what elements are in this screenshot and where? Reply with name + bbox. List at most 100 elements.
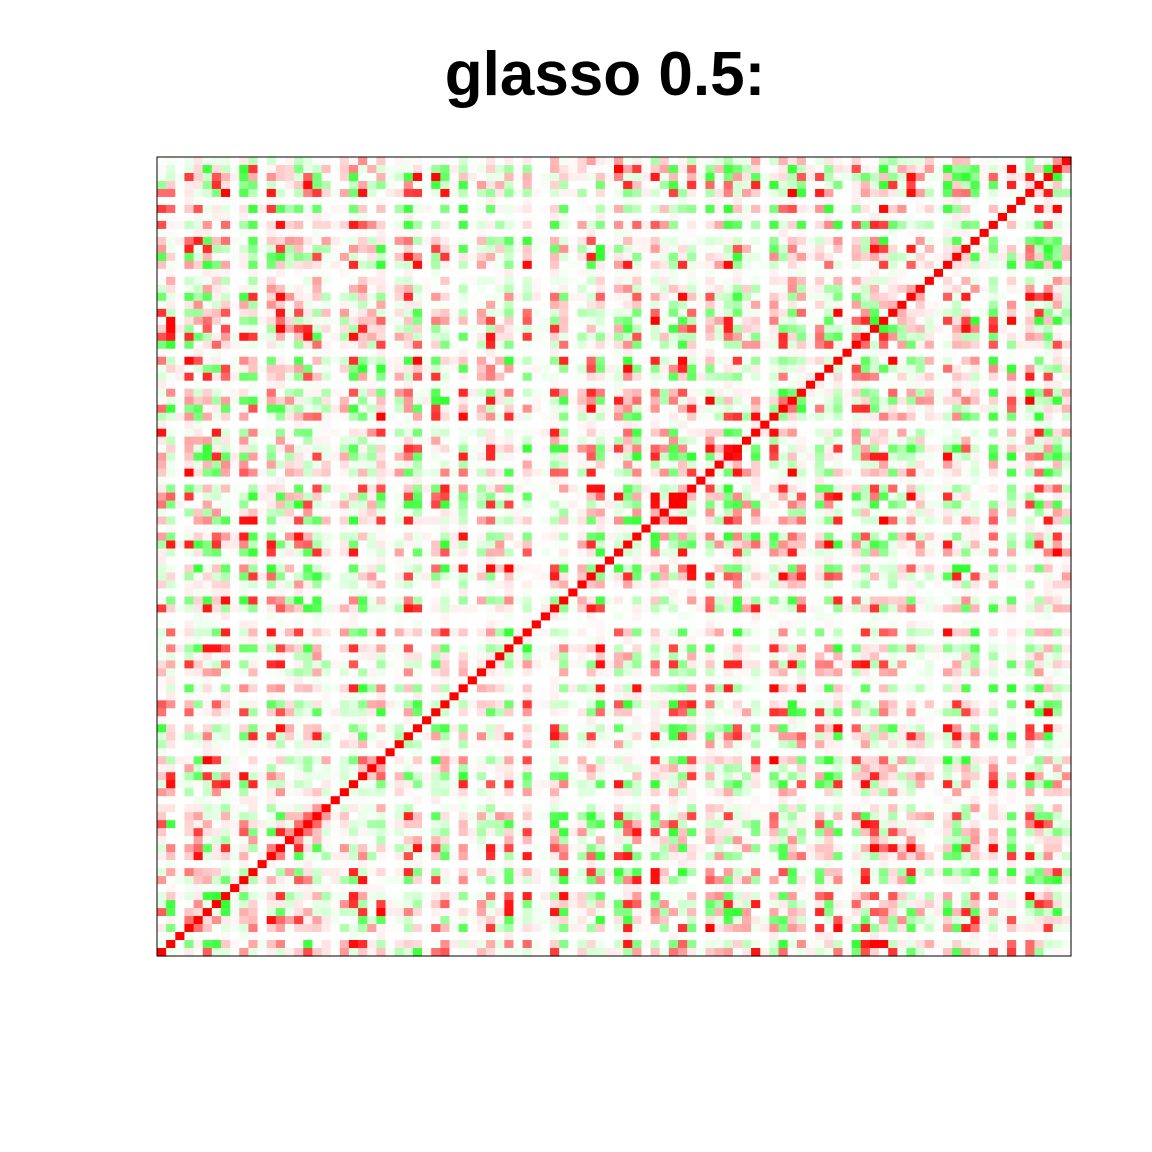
heatmap-cell [979,204,990,214]
heatmap-cell [760,372,770,382]
heatmap-cell [815,252,825,262]
heatmap-cell [659,268,670,278]
heatmap-cell [339,356,350,366]
heatmap-cell [412,196,423,206]
heatmap-cell [933,268,944,278]
heatmap-cell [869,308,880,318]
heatmap-cell [284,340,295,350]
heatmap-cell [805,396,816,406]
heatmap-cell [970,404,981,414]
heatmap-cell [842,180,853,190]
heatmap-cell [202,236,213,246]
heatmap-cell [550,476,560,486]
heatmap-cell [175,468,186,478]
heatmap-cell [751,172,761,182]
heatmap-cell [486,220,496,230]
heatmap-cell [303,164,313,174]
heatmap-cell [166,388,176,398]
heatmap-cell [303,236,313,246]
heatmap-cell [714,316,725,326]
heatmap-cell [476,324,487,334]
heatmap-cell [275,364,286,374]
heatmap-cell [321,204,332,214]
heatmap-cell [394,412,405,422]
heatmap-cell [220,516,231,526]
heatmap-cell [230,244,240,254]
heatmap-cell [577,484,588,494]
heatmap-cell [504,452,515,462]
heatmap-cell [888,396,898,406]
heatmap-cell [614,548,624,558]
heatmap-cell [348,356,359,366]
heatmap-cell [248,540,259,550]
heatmap-cell [376,468,387,478]
heatmap-cell [741,228,752,238]
heatmap-cell [787,268,798,278]
heatmap-cell [705,516,716,526]
heatmap-cell [952,188,962,198]
heatmap-cell [431,428,441,438]
heatmap-cell [787,196,798,206]
heatmap-cell [860,204,871,214]
heatmap-cell [879,260,889,270]
heatmap-cell [705,412,716,422]
heatmap-cell [211,452,222,462]
heatmap-cell [979,196,990,206]
heatmap-cell [476,404,487,414]
heatmap-cell [650,356,661,366]
heatmap-cell [924,172,935,182]
heatmap-cell [330,452,341,462]
heatmap-cell [906,380,917,390]
heatmap-cell [157,236,167,246]
heatmap-cell [915,468,926,478]
heatmap-cell [531,157,542,166]
heatmap-cell [961,364,972,374]
heatmap-cell [796,484,807,494]
heatmap-cell [586,404,597,414]
heatmap-cell [632,180,643,190]
heatmap-cell [988,340,999,350]
heatmap-cell [230,268,240,278]
heatmap-cell [257,164,268,174]
heatmap-cell [815,228,825,238]
heatmap-cell [897,372,908,382]
heatmap-cell [732,180,743,190]
heatmap-cell [193,284,204,294]
heatmap-cell [632,452,643,462]
heatmap-cell [1025,228,1036,238]
heatmap-cell [266,500,277,510]
heatmap-cell [321,548,332,558]
heatmap-cell [943,244,953,254]
heatmap-cell [586,292,597,302]
heatmap-cell [897,244,908,254]
heatmap-cell [367,436,377,446]
heatmap-cell [897,157,908,166]
heatmap-cell [202,180,213,190]
heatmap-cell [476,157,487,166]
heatmap-cell [943,276,953,286]
heatmap-cell [193,180,204,190]
heatmap-cell [888,444,898,454]
heatmap-cell [933,500,944,510]
heatmap-cell [632,388,643,398]
heatmap-cell [723,324,734,334]
heatmap-cell [431,340,441,350]
heatmap-cell [714,332,725,342]
heatmap-cell [476,548,487,558]
heatmap-cell [997,356,1008,366]
heatmap-cell [623,356,633,366]
heatmap-cell [449,244,460,254]
heatmap-cell [833,292,844,302]
heatmap-cell [513,276,524,286]
heatmap-cell [220,220,231,230]
heatmap-cell [687,260,697,270]
heatmap-cell [458,516,469,526]
heatmap-cell [1034,188,1045,198]
heatmap-cell [193,516,204,526]
heatmap-cell [778,532,789,542]
heatmap-cell [952,228,962,238]
heatmap-cell [257,172,268,182]
heatmap-cell [1052,284,1063,294]
heatmap-cell [275,172,286,182]
heatmap-cell [504,316,515,326]
